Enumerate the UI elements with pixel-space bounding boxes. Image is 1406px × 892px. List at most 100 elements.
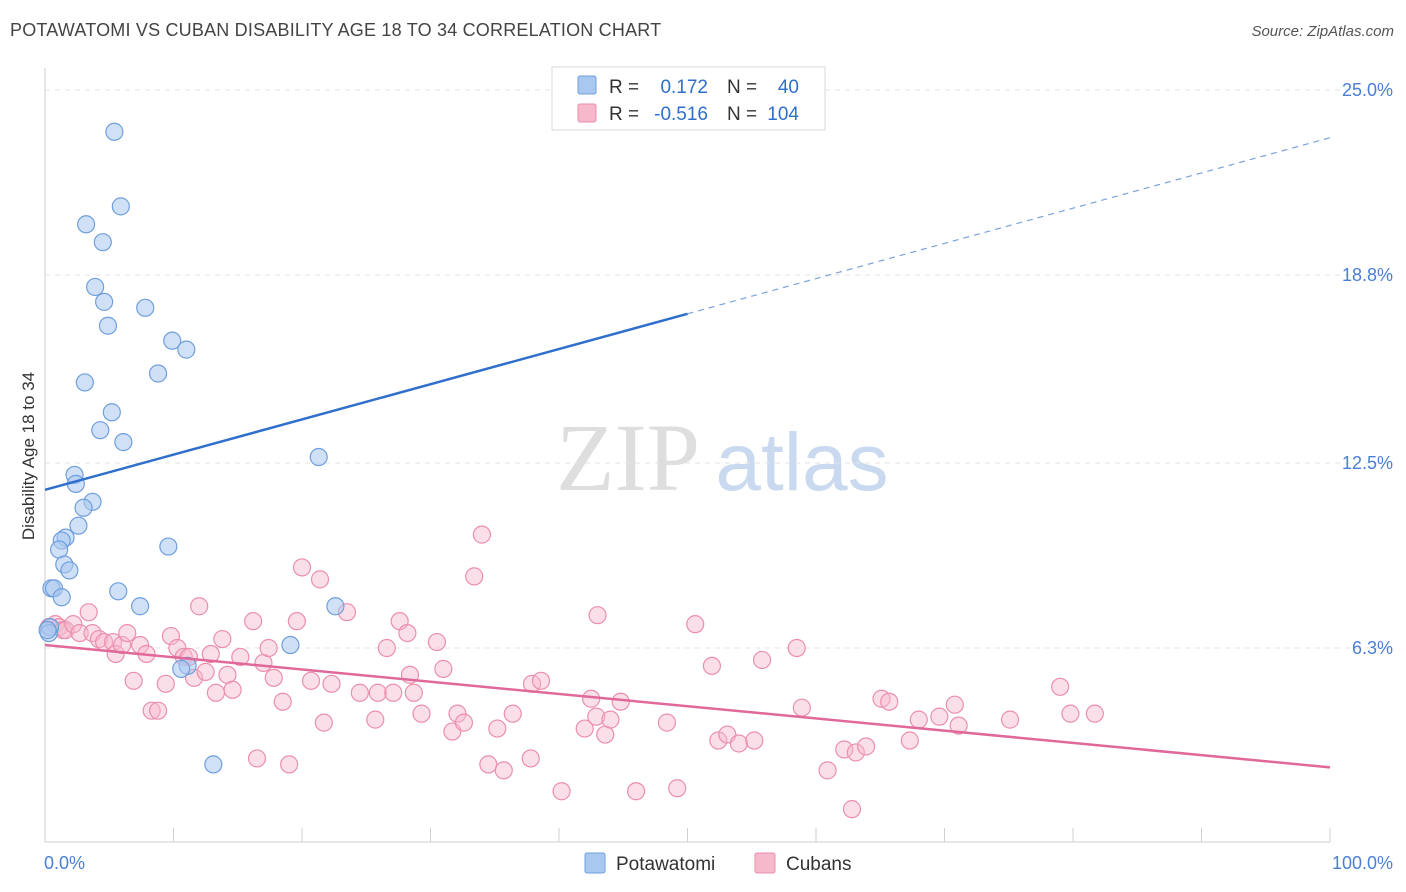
chart-title: POTAWATOMI VS CUBAN DISABILITY AGE 18 TO… (10, 20, 662, 40)
cubans-point (552, 782, 571, 801)
potawatomi-point (75, 373, 94, 392)
potawatomi-point (204, 755, 223, 774)
cubans-point (792, 698, 811, 717)
cubans-point (857, 737, 876, 756)
cubans-point (280, 755, 299, 774)
y-tick-label: 18.8% (1342, 265, 1393, 285)
cubans-point (412, 704, 431, 723)
cubans-point (521, 749, 540, 768)
cubans-point (322, 674, 341, 693)
potawatomi-point (93, 233, 112, 252)
cubans-point (350, 683, 369, 702)
cubans-point (259, 638, 278, 658)
cubans-point (377, 638, 396, 658)
cubans-point (657, 713, 677, 732)
watermark-atlas: atlas (715, 417, 888, 508)
potawatomi-point (177, 340, 196, 359)
legend-r-label-1: R = (609, 77, 639, 98)
bottom-legend-label-potawatomi: Potawatomi (616, 854, 715, 875)
legend-swatch-cubans (577, 103, 597, 123)
cubans-point (900, 731, 919, 750)
cubans-point (945, 695, 964, 714)
cubans-point (70, 623, 89, 643)
potawatomi-point (172, 659, 191, 678)
cubans-point (79, 603, 98, 622)
cubans-point (310, 570, 330, 589)
axes (44, 68, 1331, 843)
cubans-point (503, 704, 522, 723)
cubans-point (479, 755, 498, 774)
potawatomi-point (109, 582, 128, 601)
cubans-point (427, 632, 447, 652)
legend-n-value-1: 40 (778, 77, 799, 98)
cubans-point (930, 707, 949, 726)
cubans-point (366, 710, 385, 729)
stats-legend: R = 0.172 N = 40 R = -0.516 N = 104 (551, 66, 826, 131)
cubans-point (448, 704, 467, 723)
trend-lines (44, 137, 1331, 769)
cubans-point (846, 743, 865, 762)
bottom-legend-swatch-potawatomi (584, 852, 606, 874)
cubans-point (601, 710, 620, 729)
legend-r-label-2: R = (609, 104, 639, 125)
cubans-point (729, 734, 749, 753)
cubans-trend-line (44, 643, 1331, 769)
cubans-point (223, 680, 242, 699)
cubans-point (64, 615, 83, 634)
y-tick-label: 6.3% (1352, 638, 1393, 658)
potawatomi-point (69, 516, 88, 535)
cubans-point (247, 749, 267, 768)
cubans-point (745, 731, 764, 750)
potawatomi-point (95, 292, 114, 311)
cubans-point (611, 692, 630, 711)
cubans-point (287, 612, 306, 631)
cubans-point (752, 650, 772, 670)
series-legend: Potawatomi Cubans (584, 852, 852, 875)
y-tick-label: 25.0% (1342, 80, 1393, 100)
potawatomi-point (102, 403, 121, 422)
cubans-point (1061, 704, 1080, 723)
watermark-zip: ZIP (556, 404, 700, 511)
potawatomi-point (130, 597, 150, 616)
x-tick-label-max: 100.0% (1332, 853, 1393, 873)
cubans-point (124, 671, 143, 690)
stats-legend-box (551, 66, 826, 131)
cubans-point (273, 692, 292, 711)
potawatomi-point (111, 197, 130, 216)
legend-r-value-2: -0.516 (654, 104, 708, 125)
potawatomi-point (86, 277, 105, 297)
y-tick-label: 12.5% (1342, 453, 1393, 473)
potawatomi-point (148, 364, 168, 383)
cubans-point (264, 668, 283, 687)
potawatomi-point (326, 597, 345, 616)
cubans-point (494, 761, 513, 780)
cubans-point (835, 740, 854, 759)
potawatomi-point (114, 433, 133, 452)
cubans-point (880, 692, 899, 711)
cubans-point (575, 719, 594, 738)
source-label: Source: ZipAtlas.com (1251, 23, 1394, 40)
cubans-point (106, 644, 125, 664)
cubans-point (156, 674, 175, 693)
cubans-point (206, 683, 226, 702)
cubans-point (702, 656, 722, 676)
legend-swatch-potawatomi (577, 75, 597, 95)
potawatomi-point (136, 298, 155, 317)
x-tick-label-min: 0.0% (44, 853, 85, 873)
potawatomi-point (74, 498, 93, 517)
cubans-point (201, 644, 220, 664)
cubans-point (404, 683, 423, 702)
legend-n-value-2: 104 (767, 104, 799, 125)
cubans-point (118, 623, 137, 643)
cubans-point (1085, 704, 1104, 723)
potawatomi-point (60, 561, 79, 580)
cubans-point (434, 659, 453, 678)
cubans-point (626, 782, 646, 801)
bottom-legend-swatch-cubans (754, 852, 776, 874)
potawatomi-point (159, 537, 178, 556)
gridlines (45, 89, 1392, 649)
cubans-point (231, 647, 250, 667)
potawatomi-point (38, 621, 57, 640)
cubans-point (787, 638, 806, 658)
